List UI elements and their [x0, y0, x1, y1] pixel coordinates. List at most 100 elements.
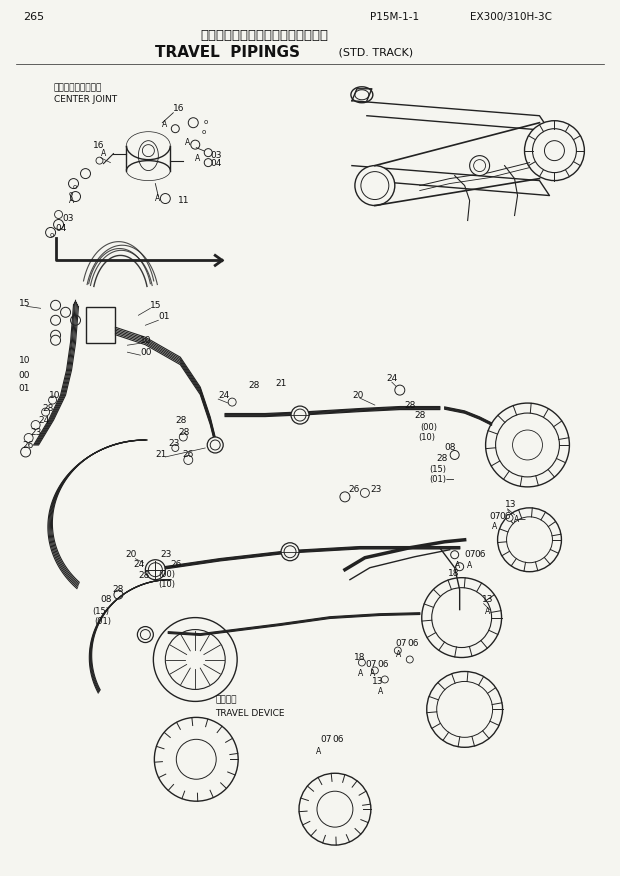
Circle shape: [525, 121, 585, 180]
Text: 13: 13: [482, 595, 493, 604]
Circle shape: [498, 508, 562, 572]
Text: (STD. TRACK): (STD. TRACK): [335, 48, 413, 58]
Text: 23: 23: [161, 550, 172, 559]
Text: o: o: [203, 119, 208, 124]
Circle shape: [360, 489, 370, 498]
Circle shape: [544, 141, 564, 160]
Circle shape: [228, 398, 236, 406]
Circle shape: [210, 440, 220, 450]
Text: A: A: [316, 747, 321, 756]
Text: A: A: [358, 669, 363, 678]
Text: 26: 26: [182, 450, 193, 459]
Circle shape: [51, 336, 61, 345]
Circle shape: [281, 543, 299, 561]
Text: 06: 06: [475, 550, 486, 559]
Text: 28: 28: [138, 571, 150, 580]
Circle shape: [153, 618, 237, 702]
Circle shape: [188, 117, 198, 128]
Text: A: A: [156, 194, 161, 203]
Text: A: A: [195, 154, 200, 163]
Text: 24: 24: [38, 415, 50, 425]
Text: o: o: [202, 129, 205, 135]
Circle shape: [340, 492, 350, 502]
Text: 06: 06: [332, 735, 343, 744]
Circle shape: [358, 659, 365, 666]
Text: 26: 26: [348, 485, 359, 494]
Text: A—: A—: [513, 515, 526, 525]
Circle shape: [456, 562, 464, 570]
Circle shape: [51, 315, 61, 325]
Circle shape: [474, 159, 485, 172]
Circle shape: [317, 791, 353, 827]
Text: TRAVEL DEVICE: TRAVEL DEVICE: [215, 709, 285, 717]
Text: 28: 28: [43, 404, 54, 413]
Circle shape: [355, 166, 395, 206]
Circle shape: [299, 774, 371, 845]
Text: A: A: [454, 562, 460, 570]
Text: 26: 26: [170, 561, 182, 569]
Circle shape: [53, 220, 64, 230]
Text: 13: 13: [505, 500, 516, 509]
Circle shape: [204, 149, 212, 157]
Text: 28: 28: [405, 400, 416, 410]
Circle shape: [71, 315, 81, 325]
Text: 26: 26: [23, 442, 34, 450]
Text: 04: 04: [56, 224, 67, 233]
Circle shape: [51, 330, 61, 340]
Text: A: A: [467, 562, 472, 570]
Text: A: A: [370, 669, 375, 678]
Circle shape: [291, 406, 309, 424]
Text: A: A: [162, 120, 167, 129]
Text: o: o: [69, 191, 73, 196]
Circle shape: [20, 447, 30, 457]
Text: 01: 01: [19, 384, 30, 392]
Circle shape: [450, 450, 459, 459]
Text: P15M-1-1: P15M-1-1: [370, 12, 419, 22]
Text: A: A: [69, 196, 74, 205]
Text: 03: 03: [210, 152, 222, 160]
Text: A: A: [378, 687, 383, 696]
Text: (15): (15): [92, 607, 110, 616]
Circle shape: [485, 403, 569, 487]
Text: 23: 23: [168, 440, 180, 449]
Text: 28: 28: [179, 427, 190, 436]
Text: CENTER JOINT: CENTER JOINT: [53, 95, 117, 104]
Text: 00: 00: [19, 371, 30, 379]
Text: 11: 11: [179, 196, 190, 205]
Circle shape: [191, 140, 200, 149]
Text: 07: 07: [320, 735, 332, 744]
Text: 15: 15: [151, 300, 162, 310]
Circle shape: [451, 551, 459, 559]
Circle shape: [207, 437, 223, 453]
Circle shape: [436, 682, 493, 738]
Text: 24: 24: [387, 374, 398, 383]
Bar: [86, 307, 115, 343]
Text: 06: 06: [500, 512, 511, 521]
Circle shape: [495, 413, 559, 477]
Text: 24: 24: [218, 391, 229, 399]
Circle shape: [427, 672, 503, 747]
Text: 23: 23: [30, 427, 42, 436]
Circle shape: [533, 129, 577, 173]
Circle shape: [154, 717, 238, 802]
Text: 16: 16: [92, 141, 104, 150]
Circle shape: [42, 408, 50, 416]
Text: 16: 16: [174, 104, 185, 113]
Circle shape: [145, 560, 166, 580]
Text: 00: 00: [140, 348, 152, 357]
Text: (00): (00): [158, 570, 175, 579]
Circle shape: [81, 168, 91, 179]
Text: 20: 20: [352, 391, 363, 399]
Circle shape: [161, 194, 171, 203]
Text: 28: 28: [248, 380, 260, 390]
Text: 18: 18: [354, 653, 365, 662]
Circle shape: [371, 667, 378, 674]
Circle shape: [394, 647, 401, 654]
Circle shape: [513, 430, 542, 460]
Circle shape: [61, 307, 71, 317]
Circle shape: [406, 656, 414, 663]
Circle shape: [172, 444, 179, 451]
Text: 走行配管（スタンダードトラック）: 走行配管（スタンダードトラック）: [200, 30, 328, 42]
Text: (10): (10): [158, 580, 175, 590]
Text: EX300/310H-3C: EX300/310H-3C: [469, 12, 552, 22]
